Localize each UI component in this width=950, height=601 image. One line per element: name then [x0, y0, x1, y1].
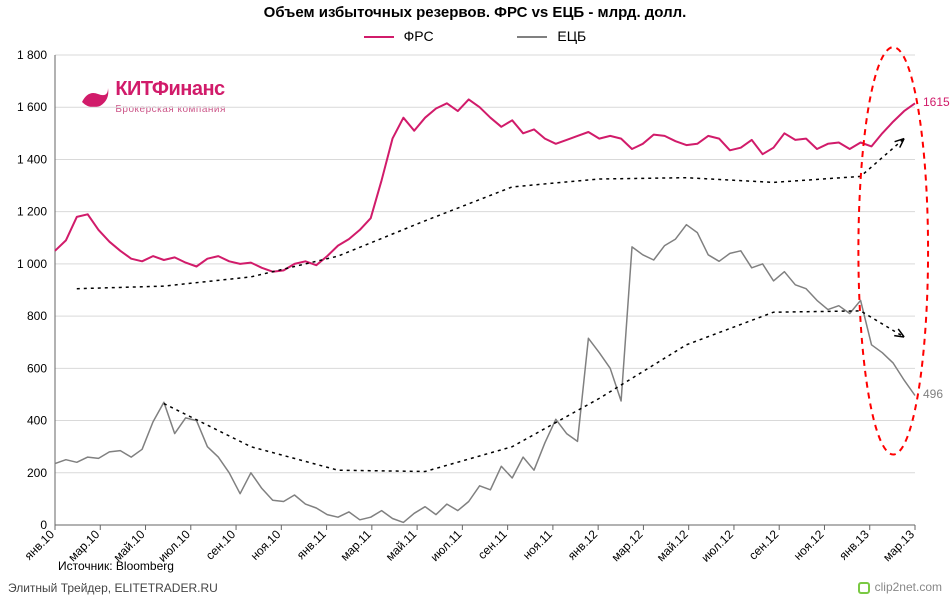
svg-text:мар.13: мар.13: [880, 527, 917, 564]
svg-text:янв.10: янв.10: [22, 527, 58, 563]
svg-text:мар.12: мар.12: [609, 527, 646, 564]
svg-text:сен.12: сен.12: [746, 527, 782, 563]
svg-text:800: 800: [27, 309, 47, 323]
svg-text:янв.11: янв.11: [294, 527, 329, 562]
svg-text:200: 200: [27, 466, 47, 480]
svg-text:янв.12: янв.12: [565, 527, 601, 563]
svg-text:1 800: 1 800: [17, 48, 47, 62]
svg-text:июл.11: июл.11: [428, 527, 465, 564]
svg-text:ноя.12: ноя.12: [791, 527, 827, 563]
chart-plot: 02004006008001 0001 2001 4001 6001 800ян…: [0, 0, 950, 601]
footer-right-text: clip2net.com: [875, 580, 942, 594]
svg-text:400: 400: [27, 414, 47, 428]
svg-text:мар.11: мар.11: [338, 527, 375, 564]
footer-left: Элитный Трейдер, ELITETRADER.RU: [8, 581, 218, 595]
svg-text:ноя.11: ноя.11: [520, 527, 555, 562]
svg-text:600: 600: [27, 361, 47, 375]
end-label-ecb: 496: [923, 387, 943, 401]
svg-text:июл.12: июл.12: [699, 527, 737, 565]
svg-text:сен.10: сен.10: [203, 527, 239, 563]
svg-text:май.11: май.11: [383, 527, 420, 564]
svg-text:сен.11: сен.11: [475, 527, 510, 562]
source-text: Источник: Bloomberg: [58, 559, 174, 573]
clip-icon: [857, 581, 871, 595]
svg-text:май.12: май.12: [654, 527, 691, 564]
svg-text:1 200: 1 200: [17, 205, 47, 219]
svg-text:1 000: 1 000: [17, 257, 47, 271]
end-label-frs: 1615: [923, 95, 950, 109]
svg-text:ноя.10: ноя.10: [248, 527, 284, 563]
footer-right: clip2net.com: [857, 580, 942, 595]
svg-text:1 400: 1 400: [17, 152, 47, 166]
svg-text:1 600: 1 600: [17, 100, 47, 114]
svg-text:янв.13: янв.13: [836, 527, 872, 563]
